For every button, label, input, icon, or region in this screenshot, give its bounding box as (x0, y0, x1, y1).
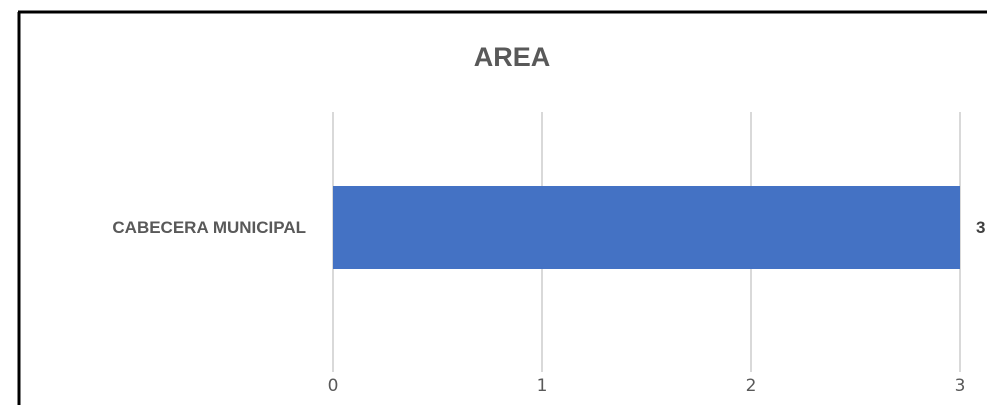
x-tick-label-0: 0 (328, 376, 339, 396)
data-label-0: 3 (976, 218, 985, 237)
x-tick-label-3: 3 (955, 376, 966, 396)
x-tick-label-1: 1 (537, 376, 548, 396)
x-tick-label-2: 2 (746, 376, 757, 396)
bar-0 (333, 186, 960, 269)
chart-border (17, 10, 987, 405)
category-label-0: CABECERA MUNICIPAL (112, 218, 306, 237)
chart-title: AREA (474, 42, 551, 72)
bars (333, 186, 960, 269)
x-axis-tick-labels: 0 1 2 3 (328, 376, 966, 396)
category-labels: CABECERA MUNICIPAL (112, 218, 306, 237)
data-labels: 3 (976, 218, 985, 237)
